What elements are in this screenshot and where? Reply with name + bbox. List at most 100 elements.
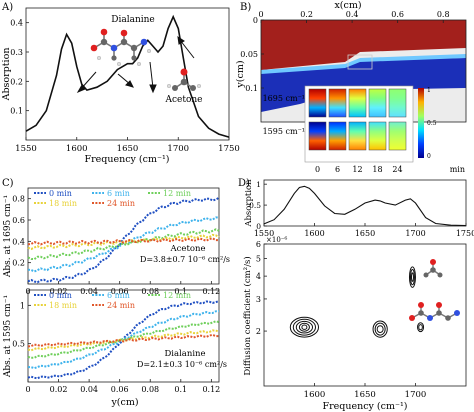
x-tick-label-d-top: 1750 bbox=[456, 229, 474, 238]
inset-heatmap-cell bbox=[308, 88, 327, 118]
legend-label: 24 min bbox=[107, 301, 135, 310]
selection-box bbox=[347, 54, 373, 70]
contour-level bbox=[418, 324, 423, 331]
absorption-spectrum-line-a bbox=[25, 14, 230, 138]
y-tick-label-d-top: 0.5 bbox=[249, 201, 261, 210]
x-tick-label-a: 1700 bbox=[167, 144, 189, 154]
mixing-interface-region bbox=[261, 54, 466, 74]
legend-label: 6 min bbox=[107, 189, 130, 198]
arrowhead bbox=[177, 35, 185, 45]
acetone-molecule-icon bbox=[166, 68, 201, 91]
y-axis-label-c-bottom: Abs. at 1595 cm⁻¹ bbox=[3, 295, 13, 378]
panel-label-a: A) bbox=[1, 2, 13, 13]
y-tick-label-a: 0.4 bbox=[10, 19, 23, 28]
y-tick-label-d-top: 0 bbox=[256, 222, 261, 231]
contour-level bbox=[301, 324, 308, 330]
contour-level bbox=[417, 322, 425, 333]
inset-column-label: 6 bbox=[335, 165, 340, 174]
x-axis-label-d: Frequency (cm⁻¹) bbox=[323, 401, 408, 412]
series-line-0-min bbox=[27, 300, 220, 380]
legend-label: 12 min bbox=[163, 291, 191, 300]
contour-level bbox=[292, 318, 316, 336]
inset-heatmap-cell bbox=[348, 88, 367, 118]
dialanine-annotation-c: Dialanine bbox=[164, 349, 205, 359]
y-axis-label-d-top: Absorption bbox=[244, 179, 254, 228]
inset-heatmap-cell bbox=[388, 88, 407, 118]
x-axis-label-c: y(cm) bbox=[110, 397, 138, 408]
x-tick-label-c: 0.08 bbox=[141, 385, 159, 394]
absorption-spectrum-line-d bbox=[263, 185, 467, 227]
y-tick-label-d: 5 bbox=[256, 254, 261, 263]
panel-label-d: D) bbox=[238, 178, 250, 189]
scatter-c-top: 0 0.02 0.04 0.06 0.08 0.1 0.120.20.40.60.80 mi… bbox=[12, 189, 220, 296]
series-line-24-min bbox=[27, 333, 219, 348]
y-tick-label-c: 0.4 bbox=[12, 237, 25, 246]
panel-label-b: B) bbox=[240, 2, 251, 13]
plot-frame-c-bottom bbox=[27, 289, 220, 383]
y-tick-label-c: 0.2 bbox=[12, 259, 25, 268]
contour-level bbox=[376, 325, 384, 334]
series-line-6-min bbox=[27, 216, 220, 273]
inset-heatmap-cell bbox=[368, 121, 387, 151]
contour-level bbox=[295, 320, 313, 334]
y-tick-label-b: 0.05 bbox=[240, 50, 258, 59]
colorbar-label-high: 1 bbox=[427, 87, 431, 94]
inset-column-labels: 0 6 12 18 24 bbox=[315, 165, 403, 174]
acetone-molecule-icon bbox=[423, 259, 443, 278]
contour-level bbox=[410, 272, 414, 282]
inset-row-label-1595: 1595 cm⁻¹ bbox=[263, 127, 305, 136]
axis-ticks-a: 1550 1600 1650 1700 1750 0.1 0.2 0.3 0.4 bbox=[10, 19, 240, 154]
colorbar-label-mid: 0.5 bbox=[427, 120, 437, 127]
colorbar-label-low: 0 bbox=[427, 153, 431, 160]
y-tick-label-c: 0.8 bbox=[12, 195, 25, 204]
legend-label: 18 min bbox=[49, 301, 77, 310]
acetone-diffusion-value: D=3.8±0.7 10⁻⁶ cm²/s bbox=[140, 255, 230, 264]
arrowhead bbox=[76, 84, 86, 94]
x-axis-label-a: Frequency (cm⁻¹) bbox=[85, 154, 170, 165]
inset-heatmap-cell bbox=[328, 88, 347, 118]
x-tick-label-c: 0.1 bbox=[174, 385, 187, 394]
x-tick-label-b: 0.8 bbox=[437, 10, 450, 19]
x-tick-label-d: 1600 bbox=[304, 390, 326, 400]
x-tick-label-d-top: 1550 bbox=[254, 229, 274, 238]
x-tick-label-a: 1600 bbox=[66, 144, 88, 154]
y-tick-label-b: 0.1 bbox=[245, 84, 258, 93]
acetone-annotation-c: Acetone bbox=[170, 244, 206, 254]
inset-heatmap-cell bbox=[388, 121, 407, 151]
x-tick-label-b: 0.2 bbox=[300, 10, 313, 19]
panel-c: C) 0 0.02 0.04 0.06 0.08 0.1 0.12 0.2 0.4 0.6 0.8 0… bbox=[2, 178, 230, 408]
arrowhead bbox=[149, 84, 157, 94]
contour-plot-d: 1600 1650 1700 2 3 4 5 6 bbox=[256, 240, 426, 400]
dialanine-molecule-icon bbox=[90, 28, 151, 67]
top-channel-region bbox=[261, 20, 466, 70]
inset-heatmap-cell bbox=[328, 121, 347, 151]
dialanine-diffusion-value: D=2.1±0.3 10⁻⁶ cm²/s bbox=[137, 360, 227, 369]
y-tick-label-d: 2 bbox=[256, 327, 261, 336]
contour-level bbox=[298, 322, 310, 332]
arrow-to-1665b bbox=[149, 61, 154, 89]
panel-a: A) 1550 1600 1650 1700 1750 0.1 0.2 0.3 0.4 Freq… bbox=[1, 2, 240, 165]
x-tick-label-d-top: 1650 bbox=[355, 229, 375, 238]
x-tick-label-c: 0.08 bbox=[141, 287, 159, 296]
legend-label: 24 min bbox=[107, 199, 135, 208]
x-tick-label-c: 0.1 bbox=[174, 287, 187, 296]
x-tick-label-c: 0.06 bbox=[111, 385, 129, 394]
inset-heatmap-cell bbox=[308, 121, 327, 151]
legend-label: 18 min bbox=[49, 199, 77, 208]
inset-column-label: 0 bbox=[315, 165, 320, 174]
contour-level bbox=[374, 322, 386, 336]
x-tick-label-c: 0.02 bbox=[50, 287, 68, 296]
x-tick-label-d: 1700 bbox=[405, 390, 427, 400]
series-line-24-min bbox=[27, 237, 220, 246]
legend-label: 0 min bbox=[49, 189, 72, 198]
x-tick-label-b: 0.4 bbox=[346, 10, 359, 19]
y-tick-label-d: 3 bbox=[256, 295, 261, 304]
x-tick-label-c: 0.06 bbox=[111, 287, 129, 296]
x-tick-label-a: 1650 bbox=[117, 144, 139, 154]
inset-column-label: 18 bbox=[372, 165, 382, 174]
y-axis-label-a: Absorption bbox=[1, 48, 12, 102]
y-tick-label-b: 0 bbox=[253, 16, 258, 25]
y-tick-label-d: 6 bbox=[256, 240, 261, 249]
